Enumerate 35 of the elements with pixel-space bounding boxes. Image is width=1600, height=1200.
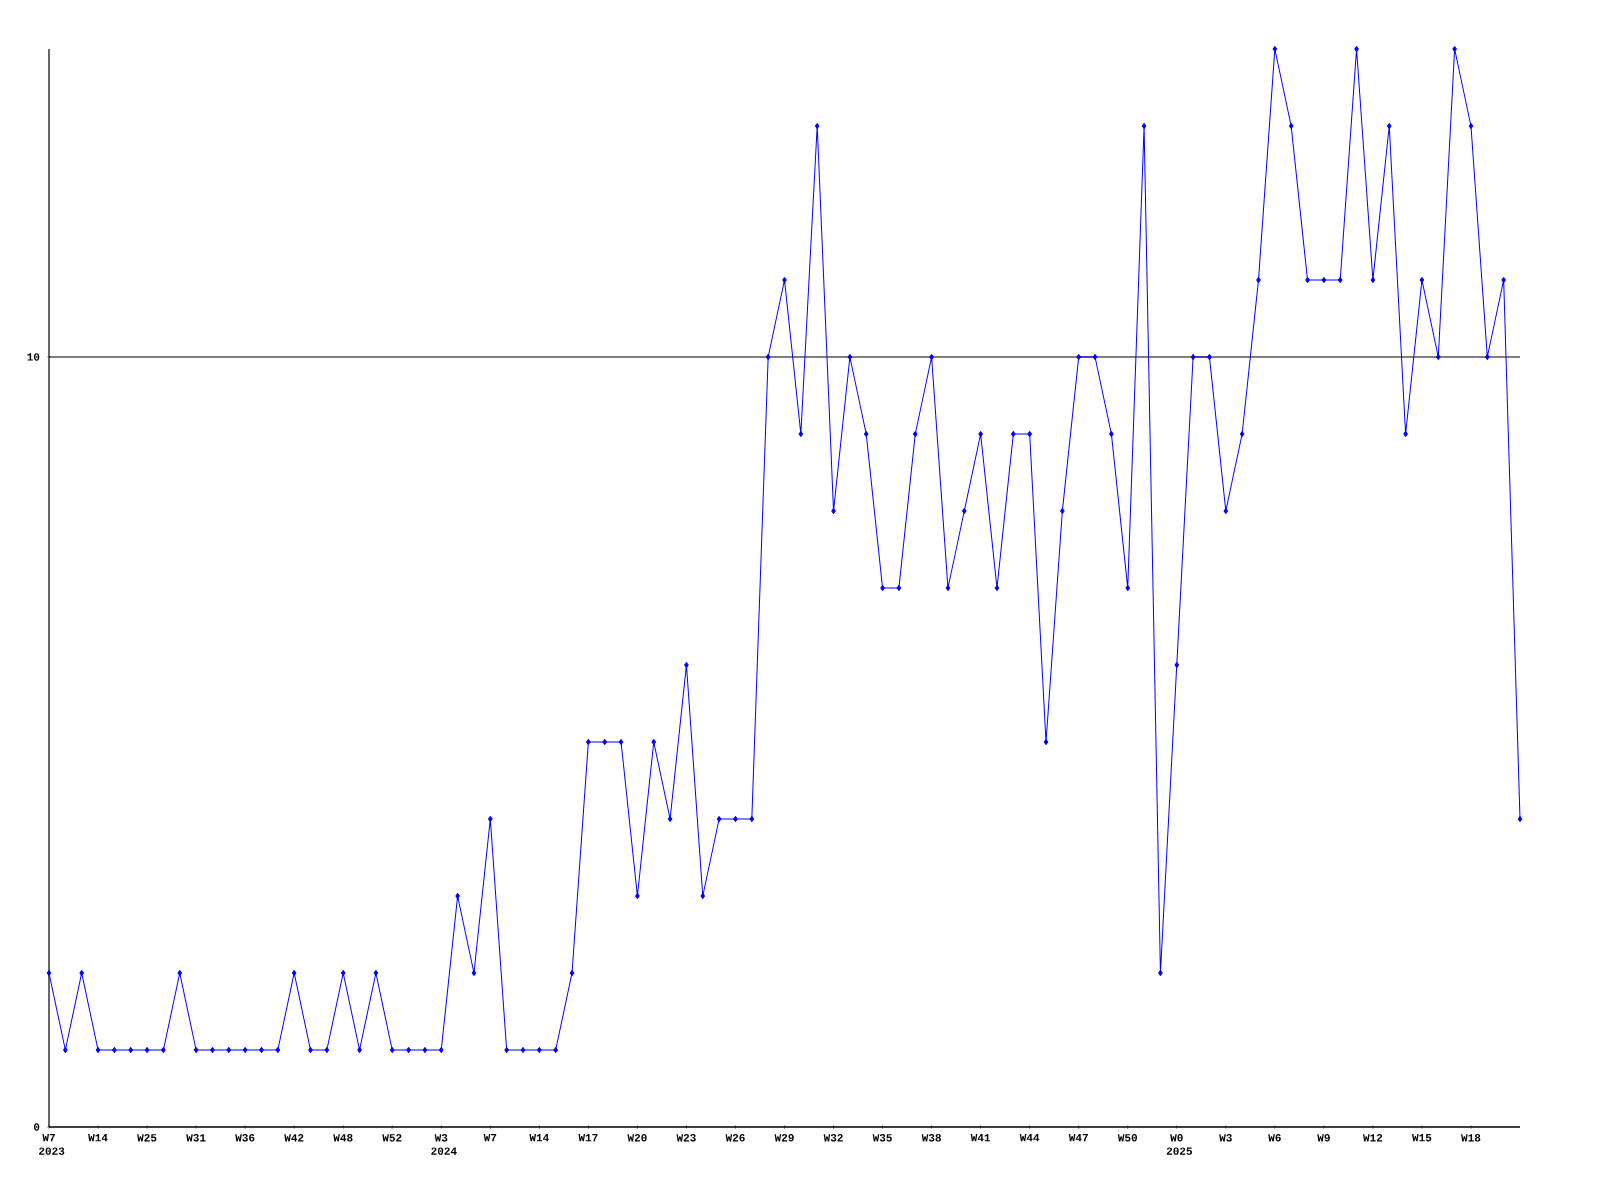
x-tick-label: W0 — [1170, 1134, 1183, 1142]
text: 2023 — [39, 1147, 65, 1155]
x-tick-label: W23 — [676, 1134, 696, 1142]
x-tick-label: W20 — [627, 1134, 647, 1142]
x-tick-label: W3 — [1219, 1134, 1232, 1142]
text: 2024 — [431, 1147, 457, 1155]
x-tick-label: W50 — [1117, 1134, 1137, 1142]
x-tick-label: W9 — [1317, 1134, 1330, 1142]
y-tick-label: 10 — [27, 353, 40, 361]
x-tick-label: W18 — [1461, 1134, 1481, 1142]
x-tick-label: W7 — [483, 1134, 497, 1142]
y-tick-label: 0 — [33, 1123, 40, 1131]
x-tick-label: W44 — [1019, 1134, 1040, 1142]
x-tick-label: W14 — [88, 1134, 108, 1142]
x-tick-label: W36 — [235, 1134, 255, 1142]
x-tick-label: W12 — [1363, 1134, 1383, 1142]
x-tick-label: W52 — [382, 1134, 402, 1142]
x-tick-label: W3 — [434, 1134, 448, 1142]
x-tick-label: W48 — [333, 1134, 353, 1142]
text: 2025 — [1166, 1147, 1192, 1155]
x-tick-label: W26 — [725, 1134, 745, 1142]
x-tick-label: W7 — [42, 1134, 55, 1142]
x-tick-label: W47 — [1068, 1134, 1088, 1142]
x-tick-label: W41 — [970, 1134, 991, 1142]
x-tick-label: W14 — [529, 1134, 549, 1142]
x-tick-label: W6 — [1268, 1134, 1281, 1142]
x-tick-label: W31 — [186, 1134, 206, 1142]
x-tick-label: W25 — [137, 1134, 157, 1142]
x-tick-label: W17 — [578, 1134, 598, 1142]
x-tick-label: W42 — [284, 1134, 304, 1142]
x-tick-label: W32 — [823, 1134, 843, 1142]
x-tick-label: W15 — [1412, 1134, 1432, 1142]
x-tick-label: W29 — [774, 1134, 794, 1142]
x-tick-label: W38 — [921, 1134, 941, 1142]
x-tick-label: W35 — [872, 1134, 892, 1142]
